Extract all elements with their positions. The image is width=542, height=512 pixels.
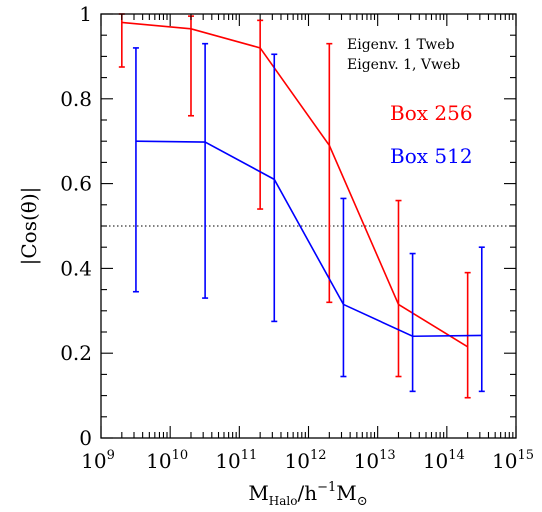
x-tick-exponent: 12 (310, 448, 327, 463)
series-line-1 (135, 140, 482, 338)
x-tick-label: 1010 (146, 448, 188, 473)
y-tick-label: 0.2 (60, 341, 92, 365)
annotation-vweb: Eigenv. 1, Vweb (347, 57, 460, 73)
x-label-h: /h (297, 481, 317, 505)
annotation-tweb: Eigenv. 1 Tweb (347, 37, 455, 53)
x-tick-base: 10 (285, 449, 310, 473)
x-label-sun: ⊙ (357, 494, 368, 509)
legend-box-512: Box 512 (390, 144, 473, 168)
series-layer (118, 13, 485, 399)
y-tick-label: 0.4 (60, 256, 92, 280)
series-line-0 (121, 21, 469, 348)
x-tick-base: 10 (146, 449, 171, 473)
y-tick-label: 1 (79, 2, 92, 26)
x-tick-base: 10 (492, 449, 517, 473)
error-bar (271, 53, 278, 323)
x-tick-label: 1012 (285, 448, 327, 473)
x-axis-label: MHalo/h−1M⊙ (248, 480, 367, 509)
x-tick-label: 1011 (215, 448, 257, 473)
error-bar (409, 252, 416, 393)
x-tick-base: 10 (423, 449, 448, 473)
x-tick-exponent: 15 (517, 448, 534, 463)
error-bar (326, 42, 333, 304)
error-bar (257, 19, 264, 210)
x-tick-label: 1013 (354, 448, 396, 473)
y-axis-label: |Cos(θ)| (17, 187, 42, 266)
error-bar (478, 246, 485, 393)
x-tick-exponent: 13 (379, 448, 396, 463)
x-label-mass: M (248, 481, 268, 505)
x-tick-exponent: 9 (107, 448, 115, 463)
y-tick-label: 0.6 (60, 172, 92, 196)
x-tick-exponent: 11 (241, 448, 258, 463)
x-tick-base: 10 (215, 449, 240, 473)
error-bar (202, 42, 209, 299)
error-bar (340, 197, 347, 378)
x-tick-exponent: 10 (172, 448, 189, 463)
legend-box-256: Box 256 (390, 101, 473, 125)
y-tick-label: 0 (79, 426, 92, 450)
x-tick-base: 10 (81, 449, 106, 473)
error-bar (395, 199, 402, 378)
x-tick-label: 1015 (492, 448, 534, 473)
error-bar (187, 15, 194, 117)
x-tick-label: 1014 (423, 448, 465, 473)
x-label-exp: −1 (317, 480, 336, 495)
x-tick-base: 10 (354, 449, 379, 473)
x-label-mass-2: M (336, 481, 356, 505)
x-label-halo: Halo (269, 494, 298, 508)
x-tick-exponent: 14 (448, 448, 465, 463)
y-tick-label: 0.8 (60, 87, 92, 111)
x-tick-label: 109 (81, 448, 115, 473)
tick-layer: 109 1010 1011 1012 1013 1014 101500.20.40.60.8… (60, 2, 534, 473)
error-bar (132, 47, 139, 293)
